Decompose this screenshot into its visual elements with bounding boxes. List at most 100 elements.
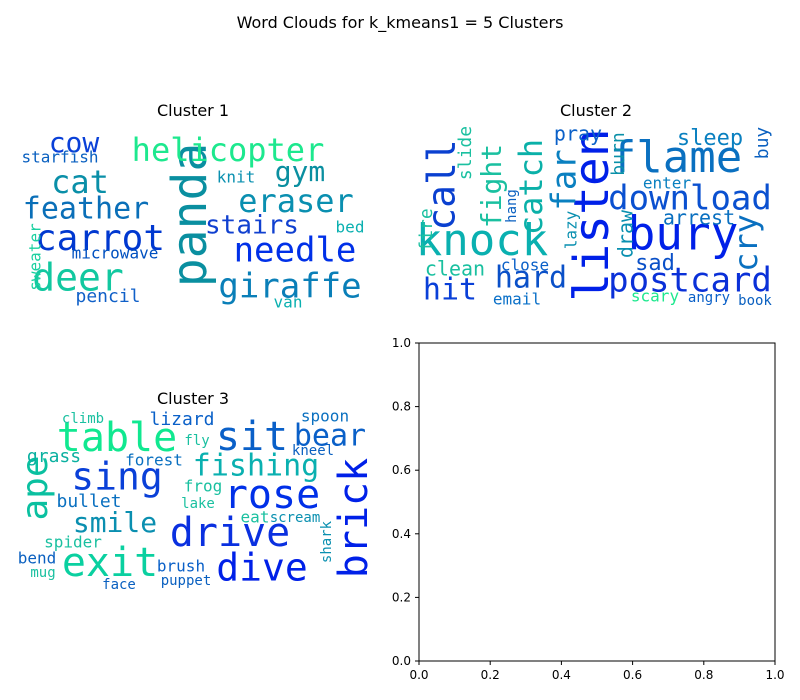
x-tick-label: 0.4 bbox=[552, 668, 571, 682]
cluster-3-word-climb: climb bbox=[62, 411, 104, 427]
cluster-2-word-hit: hit bbox=[423, 273, 477, 308]
cluster-1-word-deer: deer bbox=[32, 256, 124, 300]
cluster-1-word-needle: needle bbox=[234, 231, 357, 271]
cluster-2-word-knock: knock bbox=[416, 215, 548, 266]
cluster-1-title: Cluster 1 bbox=[157, 101, 229, 120]
cluster-2-word-far: far bbox=[545, 149, 585, 210]
cluster-1-word-gym: gym bbox=[275, 155, 326, 188]
cluster-3-word-fly: fly bbox=[184, 433, 209, 449]
cluster-3-word-kneel: kneel bbox=[292, 443, 334, 459]
x-axis-ticks: 0.0 0.2 0.4 0.6 0.8 1.0 bbox=[409, 661, 785, 682]
cluster-2-title: Cluster 2 bbox=[560, 101, 632, 120]
cluster-3-word-brick: brick bbox=[331, 458, 377, 578]
cluster-3-word-table: table bbox=[57, 415, 177, 461]
empty-axes-panel: 0.0 0.2 0.4 0.6 0.8 1.0 0.0 0.2 0.4 0.6 0.8 1.0 bbox=[392, 336, 785, 682]
cluster-2-word-book: book bbox=[738, 293, 772, 309]
cluster-3-word-bear: bear bbox=[294, 419, 366, 454]
cluster-2-word-hard: hard bbox=[495, 261, 567, 296]
cluster-1-word-eraser: eraser bbox=[238, 182, 354, 220]
cluster-3-word-puppet: puppet bbox=[161, 573, 212, 589]
cluster-1-word-van: van bbox=[274, 293, 303, 312]
cluster-3-word-grass: grass bbox=[27, 446, 81, 467]
cluster-2-word-angry: angry bbox=[688, 290, 730, 306]
cluster-2-word-cry: cry bbox=[727, 214, 765, 272]
y-tick-label: 0.6 bbox=[392, 463, 411, 477]
cluster-3-word-shark: shark bbox=[319, 520, 335, 563]
cluster-2-word-email: email bbox=[493, 290, 541, 309]
cluster-2-word-hang: hang bbox=[504, 189, 520, 223]
cluster-3-word-scream: scream bbox=[270, 510, 321, 526]
cluster-2-word-lazy: lazy bbox=[562, 210, 581, 249]
figure-title: Word Clouds for k_kmeans1 = 5 Clusters bbox=[237, 13, 564, 33]
cluster-2-word-scary: scary bbox=[631, 287, 680, 306]
cluster-2-word-draw: draw bbox=[614, 209, 638, 258]
cluster-3-word-sit: sit bbox=[216, 414, 288, 460]
cluster-3-title: Cluster 3 bbox=[157, 389, 229, 408]
cluster-3-word-ape: ape bbox=[15, 455, 56, 520]
cluster-3-word-exit: exit bbox=[62, 540, 158, 586]
y-tick-label: 0.0 bbox=[392, 654, 411, 668]
cluster-1-word-cat: cat bbox=[51, 163, 109, 201]
cluster-2-word-bury: bury bbox=[628, 207, 739, 261]
cluster-2-word-listen: listen bbox=[564, 128, 620, 301]
cluster-2-word-arrest: arrest bbox=[663, 206, 735, 230]
cluster-2-word-close: close bbox=[501, 256, 549, 275]
x-tick-label: 0.6 bbox=[623, 668, 642, 682]
cluster-1-word-starfish: starfish bbox=[21, 148, 98, 167]
cluster-2-word-flame: flame bbox=[610, 132, 742, 183]
cluster-3-word-lake: lake bbox=[181, 496, 215, 512]
cluster-3-word-fishing: fishing bbox=[193, 449, 319, 484]
cluster-1-word-giraffe: giraffe bbox=[218, 267, 361, 307]
cluster-3-word-eat: eat bbox=[241, 508, 270, 527]
cluster-3-word-bullet: bullet bbox=[56, 491, 121, 512]
cluster-2-word-pray: pray bbox=[554, 122, 602, 146]
x-tick-label: 0.2 bbox=[481, 668, 500, 682]
cluster-3-word-forest: forest bbox=[125, 451, 183, 470]
cluster-3-word-drive: drive bbox=[170, 510, 290, 556]
cluster-1-word-feather: feather bbox=[23, 192, 149, 227]
cluster-3-word-bend: bend bbox=[18, 549, 57, 568]
cluster-2-word-fight: fight bbox=[475, 144, 508, 228]
cluster-2-word-sad: sad bbox=[635, 251, 675, 276]
cluster-3-word-smile: smile bbox=[73, 506, 157, 539]
x-tick-label: 0.0 bbox=[409, 668, 428, 682]
cluster-2-word-postcard: postcard bbox=[608, 261, 772, 301]
cluster-1-word-cow: cow bbox=[49, 126, 100, 159]
cluster-3-word-spider: spider bbox=[44, 533, 102, 552]
cluster-2-word-catch: catch bbox=[512, 139, 550, 235]
cluster-2-word-download: download bbox=[608, 179, 772, 219]
cluster-2-word-fire: fire bbox=[416, 208, 437, 251]
cluster-3-word-lizard: lizard bbox=[149, 409, 214, 430]
x-tick-label: 1.0 bbox=[765, 668, 784, 682]
cluster-3-word-dive: dive bbox=[216, 546, 308, 590]
cluster-1-word-bed: bed bbox=[336, 218, 365, 237]
empty-axes-frame bbox=[418, 342, 776, 662]
cluster-3-word-rose: rose bbox=[224, 472, 320, 518]
y-tick-label: 0.4 bbox=[392, 527, 411, 541]
y-tick-label: 0.2 bbox=[392, 590, 411, 604]
cluster-3-word-frog: frog bbox=[184, 477, 223, 496]
cluster-1-word-stairs: stairs bbox=[205, 211, 299, 241]
y-axis-ticks: 0.0 0.2 0.4 0.6 0.8 1.0 bbox=[392, 336, 419, 668]
cluster-3-word-brush: brush bbox=[157, 557, 205, 576]
cluster-2-word-clean: clean bbox=[425, 257, 485, 281]
cluster-3-word-mug: mug bbox=[30, 565, 55, 581]
cluster-1-word-pencil: pencil bbox=[75, 286, 140, 307]
cluster-1-word-carrot: carrot bbox=[35, 218, 165, 259]
cluster-2-word-call: call bbox=[420, 139, 464, 231]
cluster-3-word-sing: sing bbox=[71, 455, 163, 499]
cluster-2-word-buy: buy bbox=[752, 127, 773, 160]
cluster-2-word-sleep: sleep bbox=[677, 126, 743, 151]
y-tick-label: 1.0 bbox=[392, 336, 411, 350]
y-tick-label: 0.8 bbox=[392, 400, 411, 414]
cluster-3-word-face: face bbox=[102, 577, 136, 593]
cluster-3-word-spoon: spoon bbox=[301, 407, 349, 426]
cluster-2-word-enter: enter bbox=[643, 174, 692, 193]
